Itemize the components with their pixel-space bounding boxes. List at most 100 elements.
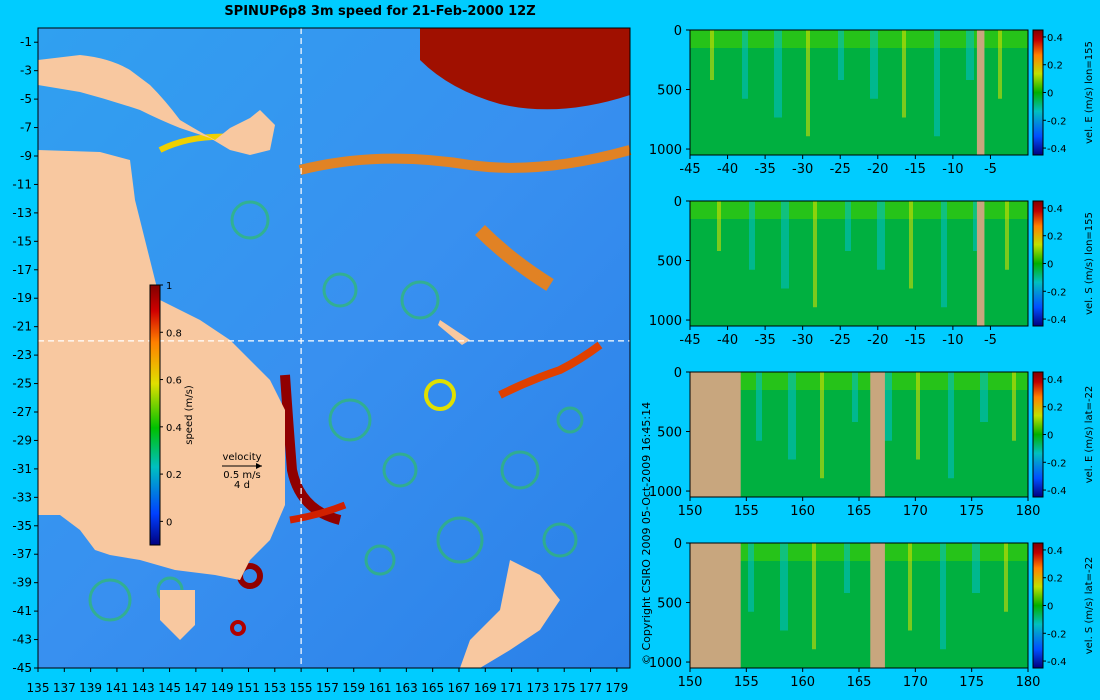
speed-colorbar-tick-label: 0.6 xyxy=(166,376,182,387)
section-field xyxy=(690,372,1028,497)
section-streak xyxy=(972,543,980,593)
section-streak xyxy=(844,543,850,593)
section-colorbar-tick-label: -0.4 xyxy=(1047,486,1067,497)
section-streak xyxy=(780,543,788,631)
section-colorbar-tick-label: 0.2 xyxy=(1047,232,1063,243)
section-streak xyxy=(877,201,885,270)
map-y-tick-label: -5 xyxy=(20,92,32,106)
section-colorbar-tick-label: 0.4 xyxy=(1047,204,1063,215)
section-x-tick-label: 150 xyxy=(678,675,703,690)
section-x-tick-label: -40 xyxy=(717,333,738,348)
eac-separation xyxy=(289,501,347,524)
section-x-tick-label: -35 xyxy=(754,162,775,177)
section-colorbar-tick-label: -0.2 xyxy=(1047,287,1067,298)
section-streak xyxy=(941,201,947,308)
section-streak xyxy=(820,372,824,479)
section-streak xyxy=(1012,372,1016,441)
section-colorbar-tick-label: -0.2 xyxy=(1047,629,1067,640)
section-colorbar-tick-label: -0.4 xyxy=(1047,144,1067,155)
section-x-tick-label: 165 xyxy=(847,504,872,519)
section-x-tick-label: -10 xyxy=(942,333,963,348)
section-colorbar-label: vel. E (m/s) lon=155 xyxy=(1084,41,1095,144)
speed-colorbar xyxy=(149,284,161,546)
australia-land xyxy=(38,150,285,580)
speed-colorbar-tick-label: 0.2 xyxy=(166,470,182,481)
map-y-tick-label: -39 xyxy=(12,576,32,590)
eddy-swirl xyxy=(500,450,540,490)
map-y-tick-label: -11 xyxy=(12,177,32,191)
section-y-tick-label: 1000 xyxy=(649,143,682,158)
section-streak xyxy=(710,30,714,80)
section-colorbar xyxy=(1032,542,1044,669)
section-colorbar-tick-label: 0 xyxy=(1047,431,1053,442)
section-streak xyxy=(948,372,954,479)
eddy-swirl xyxy=(88,578,132,622)
map-y-tick-label: -29 xyxy=(12,433,32,447)
map-y-tick-label: -9 xyxy=(20,149,32,163)
section-x-tick-label: 160 xyxy=(790,675,815,690)
section-colorbar-tick-label: -0.4 xyxy=(1047,657,1067,668)
map-x-tick-label: 141 xyxy=(105,681,128,695)
map-x-tick-label: 177 xyxy=(579,681,602,695)
eddy-swirl xyxy=(400,280,440,320)
section-x-tick-label: -45 xyxy=(679,333,700,348)
section-colorbar xyxy=(1032,29,1044,156)
section-colorbar-tick-label: 0 xyxy=(1047,89,1053,100)
section-colorbar-tick-label: 0 xyxy=(1047,602,1053,613)
section-x-tick-label: 175 xyxy=(959,675,984,690)
section-panel-3: 0 500 1000 150 155 160 165 170 175 180 0.4 0.2 0 -0.2… xyxy=(649,366,1095,519)
new-guinea-land xyxy=(38,55,275,155)
map-y-tick-label: -25 xyxy=(12,377,32,391)
section-x-tick-label: 160 xyxy=(790,504,815,519)
section-x-tick-label: -5 xyxy=(984,162,997,177)
eddy-ring-2 xyxy=(230,620,246,636)
map-x-tick-label: 165 xyxy=(421,681,444,695)
eddy-swirl xyxy=(328,398,372,442)
speed-colorbar-tick-label: 0.4 xyxy=(166,423,182,434)
section-streak xyxy=(998,30,1002,99)
section-y-tick-label: 1000 xyxy=(649,314,682,329)
section-x-tick-label: 165 xyxy=(847,675,872,690)
map-y-tick-label: -15 xyxy=(12,234,32,248)
section-surface-layer xyxy=(690,372,1028,390)
section-x-tick-label: -25 xyxy=(830,162,851,177)
map-x-tick-label: 161 xyxy=(369,681,392,695)
section-panel-4: 0 500 1000 150 155 160 165 170 175 180 0.4 0.2 0 -0.2… xyxy=(649,537,1095,690)
section-streak xyxy=(756,372,762,441)
section-streak xyxy=(870,30,878,99)
map-y-tick-label: -21 xyxy=(12,320,32,334)
map-x-tick-label: 163 xyxy=(395,681,418,695)
section-y-tick-label: 0 xyxy=(674,366,682,381)
section-streak xyxy=(934,30,940,137)
section-x-tick-label: 180 xyxy=(1016,504,1041,519)
map-y-tick-label: -31 xyxy=(12,462,32,476)
eddy-swirl xyxy=(556,406,584,434)
section-x-tick-label: -35 xyxy=(754,333,775,348)
section-streak xyxy=(916,372,920,460)
section-frame xyxy=(689,200,1029,327)
section-land xyxy=(870,543,885,668)
map-frame xyxy=(37,27,631,669)
eddy-swirl xyxy=(230,200,270,240)
map-y-tick-label: -1 xyxy=(20,35,32,49)
map-y-tick-label: -19 xyxy=(12,291,32,305)
velocity-legend-title: velocity xyxy=(222,452,261,463)
section-streak xyxy=(806,30,810,137)
tasmania-land xyxy=(160,590,195,640)
section-streak xyxy=(884,372,892,441)
eddy-ring-3 xyxy=(424,379,456,411)
section-streak xyxy=(774,30,782,118)
map-x-tick-label: 159 xyxy=(342,681,365,695)
map-y-tick-label: -3 xyxy=(20,64,32,78)
page-title: SPINUP6p8 3m speed for 21-Feb-2000 12Z xyxy=(224,4,536,19)
section-x-tick-label: -25 xyxy=(830,333,851,348)
copyright-text: © Copyright CSIRO 2009 05-Oct-2009 16:45… xyxy=(640,401,653,665)
section-y-tick-label: 1000 xyxy=(649,656,682,671)
section-colorbar-tick-label: -0.4 xyxy=(1047,315,1067,326)
section-x-tick-label: 170 xyxy=(903,504,928,519)
section-x-tick-label: -15 xyxy=(905,162,926,177)
map-x-tick-label: 169 xyxy=(474,681,497,695)
map-y-tick-label: -43 xyxy=(12,633,32,647)
